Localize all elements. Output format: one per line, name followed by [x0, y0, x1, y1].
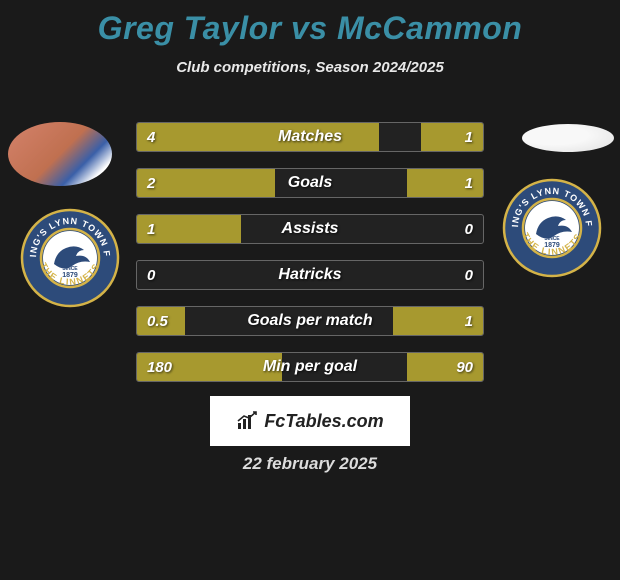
- stat-label: Min per goal: [137, 353, 483, 381]
- club-badge-right: KING'S LYNN TOWN FC THE LINNETS SINCE 18…: [502, 178, 602, 278]
- club-badge-left: KING'S LYNN TOWN FC THE LINNETS SINCE 18…: [20, 208, 120, 308]
- stat-label: Hatricks: [137, 261, 483, 289]
- stat-row: 18090Min per goal: [136, 352, 484, 382]
- player-left-avatar: [8, 122, 112, 186]
- stats-bars: 41Matches 21Goals 10Assists 00Hatricks 0.51G…: [136, 122, 484, 398]
- date-text: 22 february 2025: [0, 454, 620, 474]
- stat-row: 41Matches: [136, 122, 484, 152]
- stat-label: Matches: [137, 123, 483, 151]
- player-right-avatar: [522, 124, 614, 152]
- chart-icon: [236, 411, 260, 431]
- page-title: Greg Taylor vs McCammon: [0, 0, 620, 47]
- stat-row: 10Assists: [136, 214, 484, 244]
- stat-label: Assists: [137, 215, 483, 243]
- stat-row: 0.51Goals per match: [136, 306, 484, 336]
- stat-label: Goals per match: [137, 307, 483, 335]
- subtitle: Club competitions, Season 2024/2025: [0, 59, 620, 76]
- attribution-badge: FcTables.com: [210, 396, 410, 446]
- stat-label: Goals: [137, 169, 483, 197]
- svg-text:1879: 1879: [62, 272, 78, 279]
- svg-text:1879: 1879: [544, 242, 560, 249]
- stat-row: 21Goals: [136, 168, 484, 198]
- attribution-text: FcTables.com: [264, 411, 383, 432]
- stat-row: 00Hatricks: [136, 260, 484, 290]
